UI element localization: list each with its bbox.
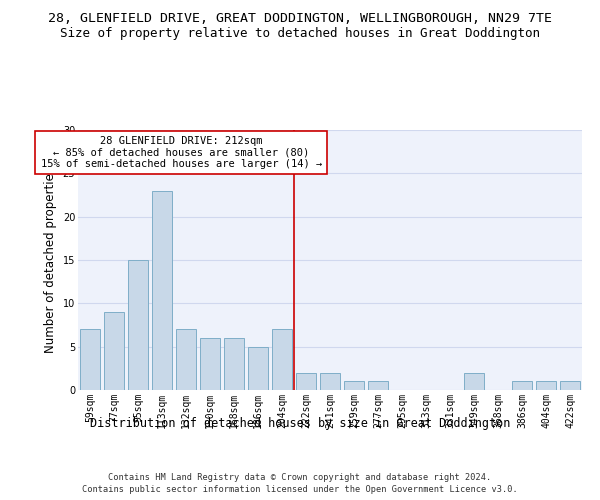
Bar [224, 338, 244, 390]
Bar [104, 312, 124, 390]
Bar [536, 382, 556, 390]
Bar [512, 382, 532, 390]
Bar [152, 190, 172, 390]
Bar [368, 382, 388, 390]
Text: Contains HM Land Registry data © Crown copyright and database right 2024.: Contains HM Land Registry data © Crown c… [109, 472, 491, 482]
Text: 28, GLENFIELD DRIVE, GREAT DODDINGTON, WELLINGBOROUGH, NN29 7TE: 28, GLENFIELD DRIVE, GREAT DODDINGTON, W… [48, 12, 552, 26]
Bar [272, 330, 292, 390]
Bar [176, 330, 196, 390]
Text: Contains public sector information licensed under the Open Government Licence v3: Contains public sector information licen… [82, 485, 518, 494]
Bar [344, 382, 364, 390]
Text: Distribution of detached houses by size in Great Doddington: Distribution of detached houses by size … [90, 418, 510, 430]
Y-axis label: Number of detached properties: Number of detached properties [44, 167, 57, 353]
Bar [200, 338, 220, 390]
Bar [80, 330, 100, 390]
Bar [296, 372, 316, 390]
Bar [248, 346, 268, 390]
Text: Size of property relative to detached houses in Great Doddington: Size of property relative to detached ho… [60, 28, 540, 40]
Bar [560, 382, 580, 390]
Bar [320, 372, 340, 390]
Text: 28 GLENFIELD DRIVE: 212sqm
← 85% of detached houses are smaller (80)
15% of semi: 28 GLENFIELD DRIVE: 212sqm ← 85% of deta… [41, 136, 322, 170]
Bar [464, 372, 484, 390]
Bar [128, 260, 148, 390]
